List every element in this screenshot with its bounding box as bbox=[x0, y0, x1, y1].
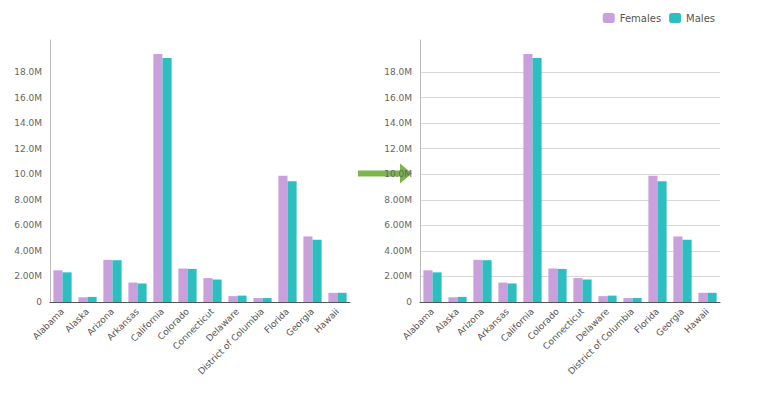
svg-text:Florida: Florida bbox=[262, 306, 291, 336]
svg-text:6.00M: 6.00M bbox=[14, 220, 42, 230]
svg-text:Arkansas: Arkansas bbox=[105, 306, 141, 343]
svg-text:8.00M: 8.00M bbox=[14, 195, 42, 205]
svg-text:District of Columbia: District of Columbia bbox=[196, 306, 266, 376]
svg-text:12.0M: 12.0M bbox=[384, 144, 412, 154]
svg-text:Males: Males bbox=[686, 13, 715, 24]
svg-text:Alaska: Alaska bbox=[433, 306, 461, 335]
svg-text:Arkansas: Arkansas bbox=[475, 306, 511, 343]
svg-text:14.0M: 14.0M bbox=[384, 118, 412, 128]
svg-text:6.00M: 6.00M bbox=[384, 220, 412, 230]
svg-text:Delaware: Delaware bbox=[574, 306, 611, 344]
svg-text:Delaware: Delaware bbox=[204, 306, 241, 344]
svg-text:10.0M: 10.0M bbox=[384, 169, 412, 179]
svg-text:California: California bbox=[498, 306, 536, 344]
svg-text:16.0M: 16.0M bbox=[14, 93, 42, 103]
svg-text:16.0M: 16.0M bbox=[384, 93, 412, 103]
svg-text:18.0M: 18.0M bbox=[14, 67, 42, 77]
svg-text:Alabama: Alabama bbox=[31, 306, 66, 341]
svg-text:Arizona: Arizona bbox=[455, 306, 486, 338]
svg-text:0: 0 bbox=[36, 297, 42, 307]
svg-text:18.0M: 18.0M bbox=[384, 67, 412, 77]
svg-text:0: 0 bbox=[406, 297, 412, 307]
svg-text:Connecticut: Connecticut bbox=[541, 306, 586, 351]
svg-text:4.00M: 4.00M bbox=[384, 246, 412, 256]
svg-text:Alaska: Alaska bbox=[63, 306, 91, 335]
svg-text:Hawaii: Hawaii bbox=[683, 306, 711, 334]
svg-text:4.00M: 4.00M bbox=[14, 246, 42, 256]
svg-text:Colorado: Colorado bbox=[155, 306, 191, 342]
svg-text:10.0M: 10.0M bbox=[14, 169, 42, 179]
svg-text:8.00M: 8.00M bbox=[384, 195, 412, 205]
svg-text:Hawaii: Hawaii bbox=[313, 306, 341, 334]
svg-text:12.0M: 12.0M bbox=[14, 144, 42, 154]
svg-text:California: California bbox=[128, 306, 166, 344]
svg-text:Colorado: Colorado bbox=[525, 306, 561, 342]
svg-text:14.0M: 14.0M bbox=[14, 118, 42, 128]
svg-text:Arizona: Arizona bbox=[85, 306, 116, 338]
svg-text:Connecticut: Connecticut bbox=[171, 306, 216, 351]
svg-text:Alabama: Alabama bbox=[401, 306, 436, 341]
svg-text:District of Columbia: District of Columbia bbox=[566, 306, 636, 376]
svg-text:2.00M: 2.00M bbox=[384, 271, 412, 281]
svg-text:Females: Females bbox=[620, 13, 661, 24]
svg-text:Georgia: Georgia bbox=[284, 306, 316, 338]
svg-text:Georgia: Georgia bbox=[654, 306, 686, 338]
svg-text:2.00M: 2.00M bbox=[14, 271, 42, 281]
svg-text:Florida: Florida bbox=[632, 306, 661, 336]
